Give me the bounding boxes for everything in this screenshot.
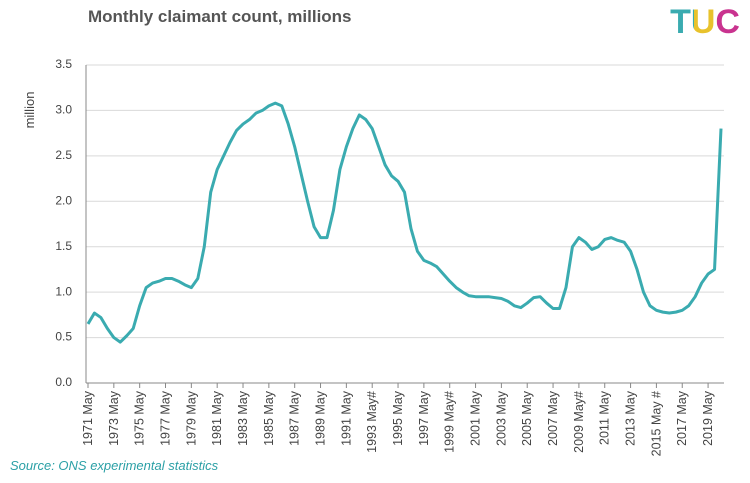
chart-title: Monthly claimant count, millions	[88, 7, 352, 26]
x-tick-label: 1983 May	[236, 390, 250, 446]
logo: TUC	[670, 3, 740, 41]
x-tick-label: 2019 May	[701, 390, 715, 446]
y-tick-label: 2.5	[55, 148, 72, 162]
x-tick-label: 1999 May#	[443, 391, 457, 453]
x-tick-label: 1981 May	[210, 390, 224, 446]
y-tick-label: 1.0	[55, 284, 72, 298]
y-tick-label: 0.5	[55, 330, 72, 344]
y-tick-label: 2.0	[55, 193, 72, 207]
x-tick-label: 2017 May	[675, 390, 689, 446]
x-tick-label: 2005 May	[520, 390, 534, 446]
x-tick-label: 2011 May	[598, 390, 612, 445]
y-axis-label: million	[22, 92, 37, 129]
x-tick-label: 2013 May	[624, 390, 638, 446]
x-tick-label: 1989 May	[314, 390, 328, 446]
y-tick-label: 3.0	[55, 103, 72, 117]
x-tick-label: 1971 May	[81, 390, 95, 446]
x-tick-label: 2007 May	[546, 390, 560, 446]
x-tick-label: 2001 May	[469, 390, 483, 446]
y-tick-label: 0.0	[55, 375, 72, 389]
x-tick-label: 1991 May	[339, 390, 353, 446]
x-tick-label: 1995 May	[391, 390, 405, 446]
x-tick-label: 1973 May	[107, 390, 121, 446]
source-note: Source: ONS experimental statistics	[10, 458, 219, 473]
x-tick-label: 1985 May	[262, 390, 276, 446]
data-line	[86, 101, 723, 344]
x-tick-label: 2009 May#	[572, 391, 586, 453]
x-tick-label: 1987 May	[288, 390, 302, 446]
x-tick-label: 1979 May	[184, 390, 198, 446]
x-tick-label: 2015 May #	[649, 391, 663, 456]
x-tick-label: 1997 May	[417, 390, 431, 446]
x-tick-label: 1993 May#	[365, 391, 379, 453]
y-tick-label: 3.5	[55, 57, 72, 71]
x-tick-label: 1975 May	[133, 390, 147, 446]
x-tick-label: 2003 May	[494, 390, 508, 446]
y-tick-label: 1.5	[55, 239, 72, 253]
x-tick-label: 1977 May	[159, 390, 173, 446]
